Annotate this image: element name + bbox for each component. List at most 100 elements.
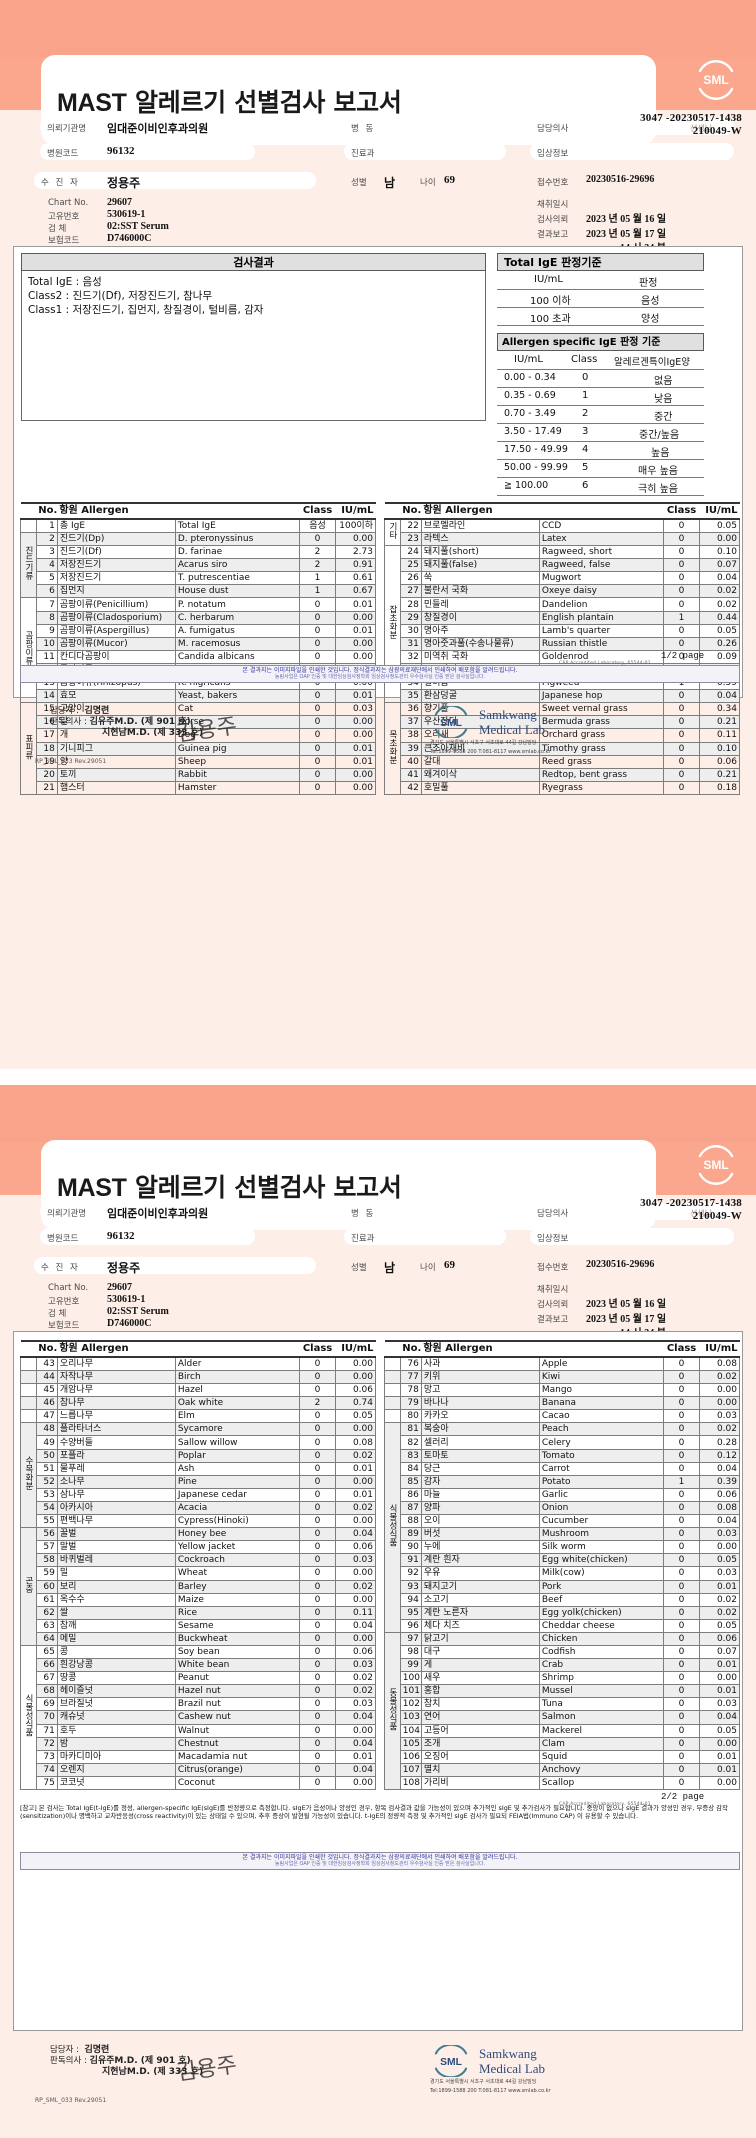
table-row: 108 가리비 Scallop 0 0.00 (385, 1775, 741, 1791)
cell-class: 0 (663, 1631, 700, 1646)
cell-allergen-kor: 소나무 (56, 1474, 176, 1489)
cell-class: 0 (663, 1658, 700, 1673)
cell-class: 0 (299, 1644, 336, 1660)
cell-iu: 0.01 (698, 1762, 741, 1777)
cell-no: 42 (399, 780, 422, 795)
cell-allergen-kor: 칸디다곰팡이 (56, 649, 176, 664)
table-row: 20 토끼 Rabbit 0 0.00 (20, 767, 377, 782)
cell-no: 95 (399, 1605, 422, 1620)
cell-allergen-kor: 저장진드기 (56, 571, 176, 586)
cell-class: 0 (299, 1553, 336, 1568)
cell-class: 0 (663, 1540, 700, 1555)
cell-allergen-kor: 게 (420, 1658, 540, 1673)
col-no: No. (400, 1340, 422, 1358)
cell-class: 0 (663, 780, 700, 795)
cell-class: 0 (299, 728, 336, 743)
row-group-label: 진드기류 (20, 531, 37, 599)
row-group-label (20, 1356, 37, 1371)
cell-allergen-eng: M. racemosus (174, 636, 301, 651)
cell-class: 0 (663, 1422, 700, 1437)
cell-iu: 0.02 (698, 1422, 741, 1437)
cell-class: 0 (299, 741, 336, 756)
cell-iu: 0.00 (334, 649, 377, 664)
cell-iu: 0.03 (698, 1697, 741, 1712)
table-row: 57 말벌 Yellow jacket 0 0.06 (21, 1540, 377, 1555)
cell-class: 0 (663, 1671, 700, 1686)
spec-row1-unit: 0.35 - 0.69 (504, 390, 556, 401)
table-row: 63 참깨 Sesame 0 0.04 (21, 1618, 377, 1633)
cell-no: 85 (399, 1474, 422, 1489)
cell-allergen-kor: 감자 (420, 1474, 540, 1489)
row-group-label (20, 1369, 37, 1385)
cell-allergen-kor: 조개 (420, 1736, 540, 1751)
cell-allergen-eng: Salmon (538, 1710, 665, 1725)
cell-no: 75 (35, 1775, 58, 1791)
cell-iu: 0.02 (698, 1605, 741, 1620)
cell-allergen-eng: Ragweed, false (538, 558, 665, 573)
patient-name-label: 수 진 자 (41, 1263, 80, 1273)
cell-iu: 0.06 (698, 1487, 741, 1502)
cell-class: 1 (663, 610, 700, 625)
cell-iu: 0.03 (334, 1553, 377, 1568)
cell-allergen-kor: 왜겨이삭 (420, 767, 540, 782)
cell-no: 73 (35, 1749, 58, 1764)
print-notice-line2: 농림사업은 OAP 인증 및 대한임상검사정학회 임상검사정도관리 우수검사실 … (274, 674, 486, 680)
table-row: 64 메밀 Buckwheat 0 0.00 (20, 1631, 377, 1646)
cell-class: 0 (663, 1644, 700, 1660)
cell-no: 50 (35, 1448, 58, 1463)
col-class: Class (299, 502, 336, 520)
staff-value: 김명련 (84, 706, 110, 716)
cell-no: 36 (399, 702, 422, 717)
cell-allergen-kor: 대구 (420, 1644, 540, 1660)
spec-row1-class: 1 (582, 390, 589, 401)
cell-iu: 0.06 (698, 1631, 741, 1646)
cell-iu: 0.00 (334, 1356, 377, 1371)
table-row: 곤충 56 꿀벌 Honey bee 0 0.04 (20, 1527, 377, 1646)
cell-class: 0 (299, 689, 336, 704)
cell-no: 37 (399, 715, 422, 730)
svg-text:SML: SML (440, 718, 462, 729)
patient-name-value: 정용주 (107, 176, 141, 190)
cell-class: 0 (299, 1356, 336, 1371)
cell-iu: 0.07 (698, 558, 741, 573)
cell-iu: 0.26 (698, 636, 741, 651)
cell-allergen-eng: Cacao (538, 1409, 665, 1424)
cell-allergen-kor: 곰팡이류(Penicillium) (56, 597, 176, 612)
cell-allergen-eng: Ash (174, 1461, 301, 1476)
total-ige-row1-judge: 양성 (641, 314, 660, 325)
table-row: 75 코코넛 Coconut 0 0.00 (21, 1775, 377, 1791)
cell-allergen-eng: Buckwheat (174, 1631, 301, 1646)
cell-allergen-kor: 물푸레 (56, 1461, 176, 1476)
cell-allergen-kor: 캐슈넛 (56, 1710, 176, 1725)
result-panel: 검사결과 Total IgE : 음성 Class2 : 진드기(Df), 저장… (13, 246, 743, 795)
table-row: 66 흰강낭콩 White bean 0 0.03 (20, 1658, 377, 1673)
cell-no: 48 (35, 1422, 58, 1437)
cell-class: 0 (663, 1579, 700, 1594)
cell-allergen-kor: 땅콩 (56, 1671, 176, 1686)
cell-iu: 0.00 (334, 1723, 377, 1738)
cell-no: 74 (35, 1762, 58, 1777)
cell-no: 46 (35, 1396, 58, 1411)
cell-class: 0 (299, 1540, 336, 1555)
cell-class: 0 (299, 1448, 336, 1463)
institution-label: 의뢰기관명 (47, 124, 87, 134)
cell-iu: 0.02 (698, 597, 741, 612)
age-value: 69 (444, 1259, 455, 1271)
cell-allergen-kor: 오이 (420, 1514, 540, 1529)
spec-row2-level: 중간 (654, 412, 673, 423)
table-row: 16 말 Horse 0 0.00 (20, 715, 377, 730)
row-group-label: 곤충 (20, 1527, 37, 1646)
table-row: 31 명아줏과풀(수송나물류) Russian thistle 0 0.26 (384, 636, 741, 651)
col-iu: IU/mL (699, 1340, 740, 1358)
cell-no: 39 (399, 741, 422, 756)
col-group (384, 502, 401, 520)
uid-label: 고유번호 (48, 1297, 80, 1307)
table-row: 72 밤 Chestnut 0 0.04 (20, 1736, 377, 1751)
cell-allergen-kor: 라텍스 (420, 531, 540, 547)
patient-name-pill (34, 1257, 316, 1274)
cell-no: 77 (399, 1369, 422, 1385)
title-mast: MAST (57, 1174, 127, 1202)
clinical-pill (530, 143, 734, 160)
table-row: 88 오이 Cucumber 0 0.04 (385, 1514, 741, 1529)
row-group-label (384, 1369, 401, 1385)
